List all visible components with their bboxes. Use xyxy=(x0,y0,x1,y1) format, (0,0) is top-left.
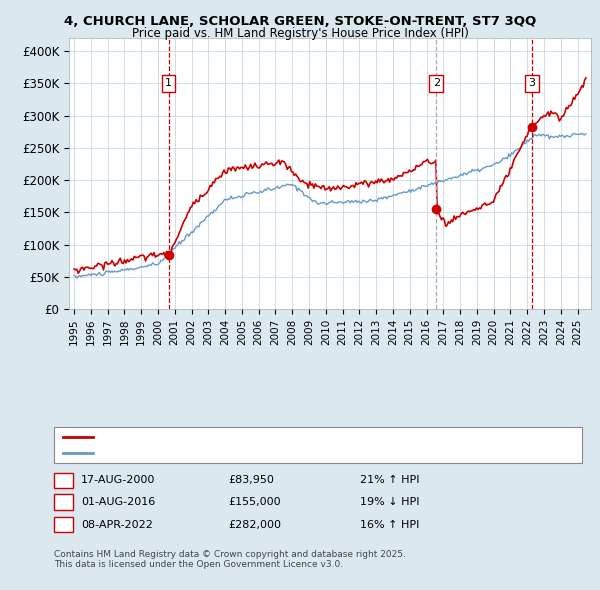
Text: 19% ↓ HPI: 19% ↓ HPI xyxy=(360,497,419,507)
Text: 08-APR-2022: 08-APR-2022 xyxy=(81,520,153,529)
Text: 4, CHURCH LANE, SCHOLAR GREEN, STOKE-ON-TRENT, ST7 3QQ (semi-detached house): 4, CHURCH LANE, SCHOLAR GREEN, STOKE-ON-… xyxy=(99,432,530,442)
Text: 1: 1 xyxy=(60,476,67,485)
Text: 3: 3 xyxy=(60,520,67,529)
Text: 4, CHURCH LANE, SCHOLAR GREEN, STOKE-ON-TRENT, ST7 3QQ: 4, CHURCH LANE, SCHOLAR GREEN, STOKE-ON-… xyxy=(64,15,536,28)
Text: £282,000: £282,000 xyxy=(228,520,281,529)
Text: 2: 2 xyxy=(60,497,67,507)
Text: 3: 3 xyxy=(528,78,535,88)
Text: 16% ↑ HPI: 16% ↑ HPI xyxy=(360,520,419,529)
Text: 2: 2 xyxy=(433,78,440,88)
Text: 17-AUG-2000: 17-AUG-2000 xyxy=(81,476,155,485)
Text: £155,000: £155,000 xyxy=(228,497,281,507)
Text: 01-AUG-2016: 01-AUG-2016 xyxy=(81,497,155,507)
Text: HPI: Average price, semi-detached house, Cheshire East: HPI: Average price, semi-detached house,… xyxy=(99,448,374,458)
Text: Price paid vs. HM Land Registry's House Price Index (HPI): Price paid vs. HM Land Registry's House … xyxy=(131,27,469,40)
Text: 21% ↑ HPI: 21% ↑ HPI xyxy=(360,476,419,485)
Text: 1: 1 xyxy=(165,78,172,88)
Text: £83,950: £83,950 xyxy=(228,476,274,485)
Text: Contains HM Land Registry data © Crown copyright and database right 2025.
This d: Contains HM Land Registry data © Crown c… xyxy=(54,550,406,569)
